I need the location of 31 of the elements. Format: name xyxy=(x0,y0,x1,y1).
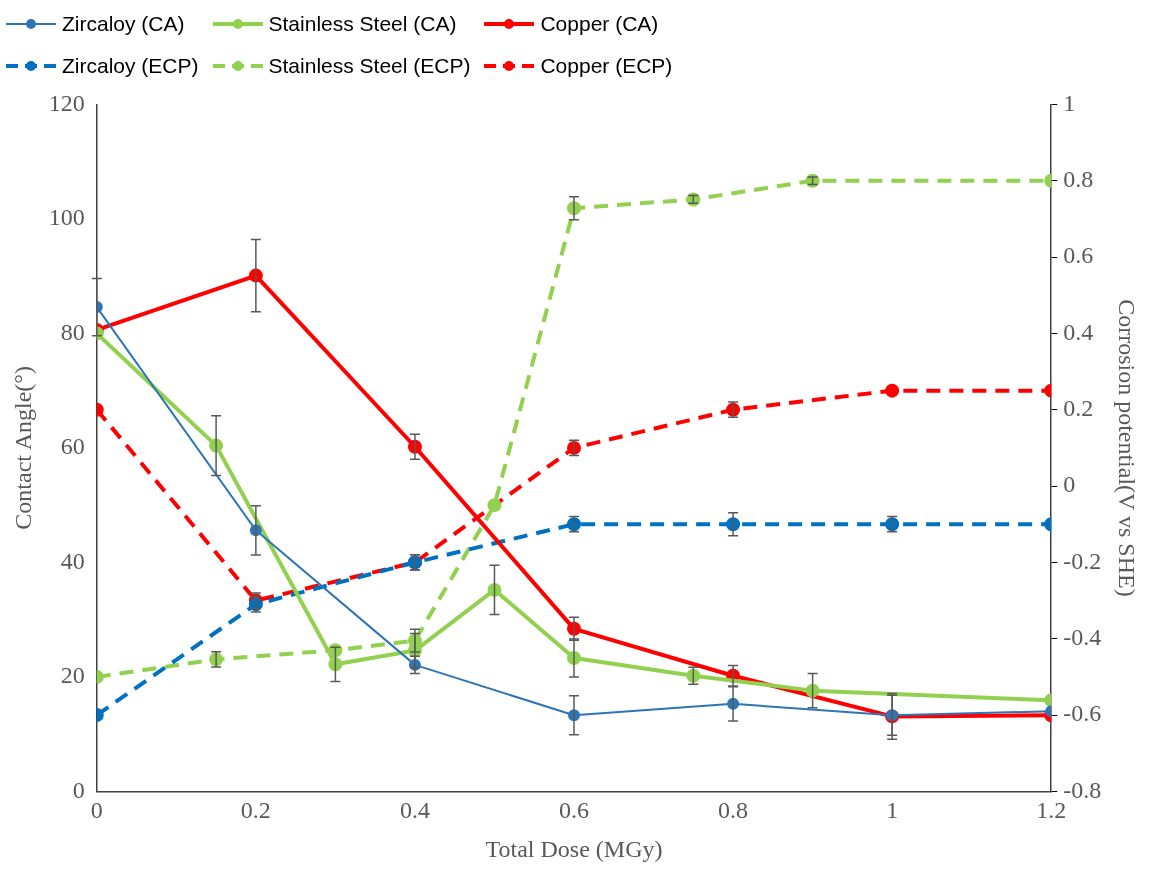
y2-tick-label: 0.8 xyxy=(1063,166,1094,193)
legend-label: Copper (CA) xyxy=(540,12,659,36)
y2-tick-label: 0.4 xyxy=(1063,318,1094,345)
y-axis-title: Contact Angle(°) xyxy=(9,366,36,530)
x-tick-label: 0.6 xyxy=(559,797,589,824)
y2-tick-label: 0.2 xyxy=(1063,395,1094,422)
legend-label: Copper (ECP) xyxy=(540,54,673,78)
legend-label: Zircaloy (ECP) xyxy=(62,54,199,78)
y-tick-label: 20 xyxy=(60,662,85,689)
x-tick-label: 0.8 xyxy=(718,797,749,824)
y-tick-label: 80 xyxy=(60,318,85,345)
y-tick-label: 100 xyxy=(48,204,85,231)
y-tick-label: 40 xyxy=(60,547,85,574)
y2-tick-label: 0 xyxy=(1063,471,1076,498)
x-tick-label: 1 xyxy=(886,797,899,824)
y2-tick-label: -0.6 xyxy=(1063,700,1102,727)
y2-axis-title: Corrosion potential(V vs SHE) xyxy=(1114,299,1141,597)
x-tick-label: 0 xyxy=(90,797,103,824)
legend-label: Stainless Steel (ECP) xyxy=(268,54,471,78)
x-axis-title: Total Dose (MGy) xyxy=(485,835,663,862)
y-tick-label: 120 xyxy=(48,89,85,116)
y2-tick-label: -0.4 xyxy=(1063,624,1102,651)
x-tick-label: 0.2 xyxy=(240,797,271,824)
legend-label: Stainless Steel (CA) xyxy=(268,12,457,36)
legend-label: Zircaloy (CA) xyxy=(62,12,185,36)
y2-tick-label: -0.2 xyxy=(1063,547,1102,574)
x-tick-label: 0.4 xyxy=(399,797,430,824)
y2-tick-label: 1 xyxy=(1063,89,1076,116)
y2-tick-label: 0.6 xyxy=(1063,242,1094,269)
y-tick-label: 60 xyxy=(60,433,85,460)
y-tick-label: 0 xyxy=(72,776,85,803)
